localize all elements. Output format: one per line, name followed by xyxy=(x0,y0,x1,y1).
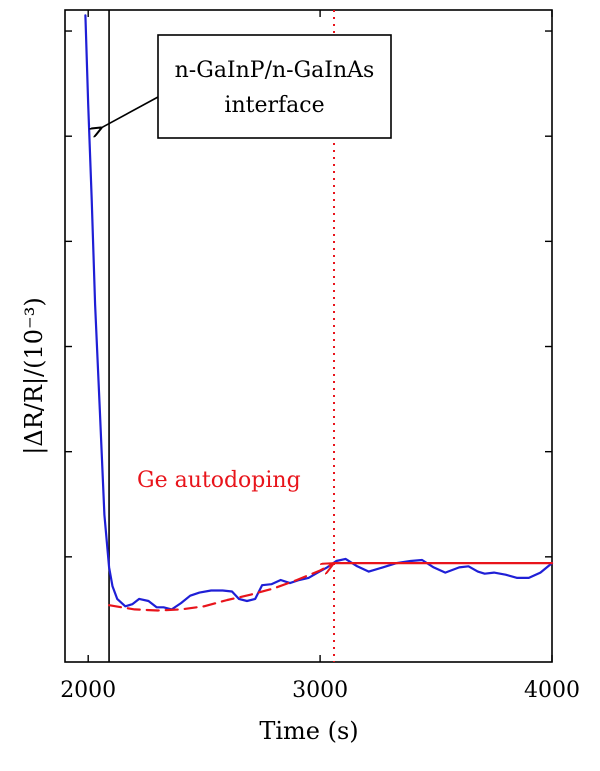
x-tick-labels: 2000 3000 4000 xyxy=(60,678,580,703)
plot-frame xyxy=(64,9,553,663)
x-tick-label-0: 2000 xyxy=(60,678,116,703)
ge-autodoping-label: Ge autodoping xyxy=(137,468,301,493)
annotation-arrow xyxy=(101,96,159,128)
annotation-line-1: n-GaInP/n-GaInAs xyxy=(175,58,375,83)
annotation-box xyxy=(157,34,392,139)
x-axis-title: Time (s) xyxy=(259,717,358,745)
plot-lines xyxy=(108,10,336,662)
annotation-line-2: interface xyxy=(224,93,324,118)
y-axis-title: |ΔR/R|/(10⁻³) xyxy=(20,297,49,454)
x-tick-label-2: 4000 xyxy=(524,678,580,703)
axis-ticks xyxy=(65,10,553,662)
series-line-1 xyxy=(107,563,334,612)
interface-annotation: n-GaInP/n-GaInAs interface xyxy=(101,34,392,139)
series-line-0 xyxy=(84,14,554,611)
series-layer xyxy=(84,14,554,612)
x-tick-label-1: 3000 xyxy=(292,678,348,703)
